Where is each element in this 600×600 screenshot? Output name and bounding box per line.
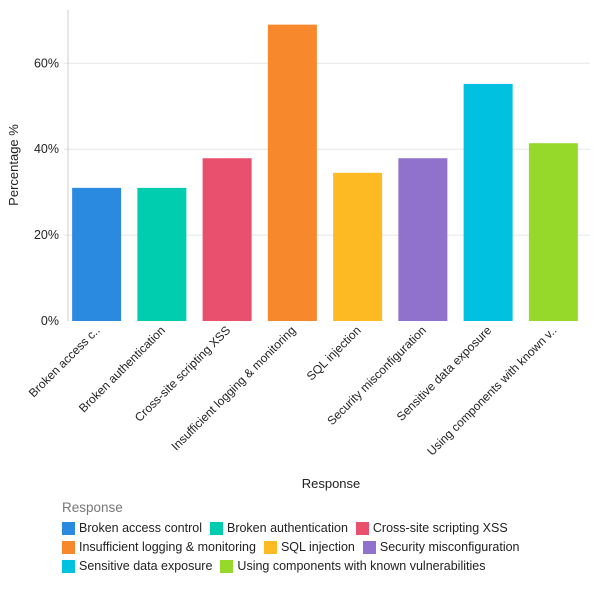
legend-label: Security misconfiguration	[379, 540, 520, 554]
legend-item[interactable]: Using components with known vulnerabilit…	[220, 559, 485, 573]
legend-swatch	[62, 540, 75, 554]
y-tick-label: 40%	[34, 142, 59, 156]
y-tick-label: 20%	[34, 228, 59, 242]
legend-swatch	[220, 559, 234, 573]
legend-swatch	[263, 540, 277, 554]
bar	[202, 158, 252, 321]
legend-items: Broken access control Broken authenticati…	[62, 521, 582, 573]
x-axis-label: Response	[302, 476, 361, 491]
bar	[137, 187, 187, 321]
legend-label: Broken authentication	[226, 521, 348, 535]
bar	[333, 172, 383, 321]
y-axis-label: Percentage %	[6, 124, 21, 206]
bar	[398, 158, 448, 321]
legend-swatch	[355, 521, 369, 535]
x-tick-label: Using components with known v..	[424, 323, 559, 458]
y-tick-label: 0%	[41, 314, 59, 328]
x-tick-label: Insufficient logging & monitoring	[168, 323, 298, 453]
bar	[72, 187, 122, 321]
legend-item[interactable]: Broken authentication	[209, 521, 348, 535]
legend-label: SQL injection	[280, 540, 355, 554]
legend-item[interactable]: Insufficient logging & monitoring	[62, 540, 256, 554]
legend-item[interactable]: Cross-site scripting XSS	[355, 521, 508, 535]
legend-label: Using components with known vulnerabilit…	[237, 559, 486, 573]
legend-item[interactable]: Broken access control	[62, 521, 202, 535]
legend-item[interactable]: SQL injection	[263, 540, 355, 554]
bar	[528, 143, 578, 321]
x-tick-label: SQL injection	[304, 323, 364, 383]
legend-title: Response	[62, 500, 123, 515]
legend-label: Broken access control	[79, 521, 202, 535]
legend-item[interactable]: Sensitive data exposure	[62, 559, 212, 573]
bar	[267, 24, 317, 322]
bar	[463, 83, 513, 321]
legend-swatch	[62, 521, 75, 535]
y-tick-label: 60%	[34, 56, 59, 70]
legend-label: Cross-site scripting XSS	[372, 521, 508, 535]
legend-item[interactable]: Security misconfiguration	[362, 540, 520, 554]
legend-swatch	[362, 540, 376, 554]
legend-swatch	[62, 559, 75, 573]
x-tick-label: Broken access c..	[26, 323, 103, 400]
legend-swatch	[209, 521, 223, 535]
legend-label: Sensitive data exposure	[79, 559, 213, 573]
legend-label: Insufficient logging & monitoring	[79, 540, 256, 554]
legend: Response Broken access control Broken aut…	[62, 500, 582, 573]
